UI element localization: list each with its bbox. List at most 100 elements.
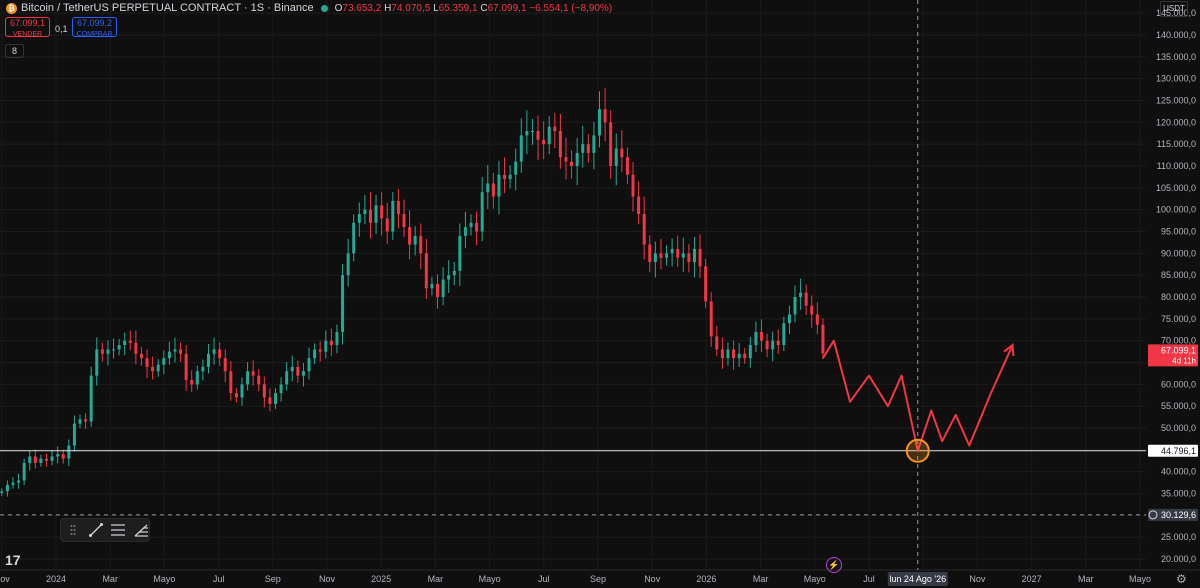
candle-body: [609, 122, 613, 166]
candle-body: [564, 157, 568, 162]
price-tick-label: 120.000,0: [1156, 117, 1196, 127]
candle-body: [274, 393, 278, 405]
candle-body: [117, 345, 121, 350]
candle-body: [452, 270, 456, 276]
candle-body: [776, 340, 780, 346]
candle-body: [637, 196, 641, 215]
candle-body: [357, 214, 361, 223]
candle-body: [72, 423, 76, 446]
tradingview-logo: 17: [5, 552, 21, 568]
trend-line-icon[interactable]: [88, 521, 105, 539]
price-tick-label: 85.000,0: [1161, 270, 1196, 280]
candle-body: [156, 364, 160, 372]
candle-body: [184, 353, 188, 380]
candle-body: [56, 454, 60, 457]
time-tick-label: Jul: [213, 574, 225, 584]
fib-extension-icon[interactable]: [133, 521, 150, 539]
candle-body: [346, 253, 350, 276]
candle-body: [441, 279, 445, 298]
time-tick-label: Nov: [319, 574, 336, 584]
candle-body: [570, 161, 574, 166]
price-tick-label: 130.000,0: [1156, 74, 1196, 84]
candle-body: [84, 419, 88, 422]
candle-body: [458, 235, 462, 271]
candle-body: [631, 174, 635, 197]
symbol-title[interactable]: Bitcoin / TetherUS PERPETUAL CONTRACT · …: [21, 2, 314, 14]
open-value: 73.653,2: [342, 2, 382, 14]
candle-body: [123, 340, 127, 346]
sell-button[interactable]: 67.099,1 VENDER: [5, 17, 50, 38]
candle-body: [39, 458, 43, 463]
candle-body: [223, 358, 227, 372]
candle-body: [620, 148, 624, 158]
candle-body: [497, 174, 501, 197]
candle-body: [5, 484, 9, 492]
candle-body: [821, 324, 825, 354]
candle-body: [246, 371, 250, 385]
crosshair-price-tag: [1148, 508, 1198, 521]
candle-body: [173, 349, 177, 352]
price-tick-label: 75.000,0: [1161, 314, 1196, 324]
price-tick-label: 35.000,0: [1161, 489, 1196, 499]
price-tick-label: 40.000,0: [1161, 467, 1196, 477]
current-countdown-label: 4d 11h: [1172, 356, 1196, 365]
buy-button[interactable]: 67.099,2 COMPRAR: [72, 17, 117, 38]
candle-body: [324, 340, 328, 352]
candle-body: [436, 283, 440, 298]
price-tick-label: 55.000,0: [1161, 401, 1196, 411]
candle-body: [737, 353, 741, 359]
candle-body: [553, 126, 557, 132]
candle-body: [106, 349, 110, 354]
drag-handle-icon[interactable]: [65, 521, 82, 539]
change-value: −6.554,1 (−8,90%): [529, 2, 613, 14]
price-axis: [1146, 0, 1200, 588]
candle-body: [374, 205, 378, 223]
candle-body: [759, 331, 763, 341]
currency-selector[interactable]: USDT: [1160, 1, 1188, 17]
candle-body: [257, 375, 261, 385]
candle-body: [486, 183, 490, 193]
time-tick-label: Mayo: [153, 574, 175, 584]
candle-body: [145, 358, 149, 367]
time-tick-label: Nov: [644, 574, 661, 584]
sell-price: 67.099,1: [9, 18, 46, 28]
time-tick-label: Mar: [1078, 574, 1094, 584]
candle-body: [575, 152, 579, 166]
symbol-legend: ₿ Bitcoin / TetherUS PERPETUAL CONTRACT …: [6, 2, 612, 14]
candle-body: [329, 340, 333, 346]
time-tick-label: Mar: [753, 574, 769, 584]
candle-body: [815, 314, 819, 325]
candle-body: [128, 340, 132, 343]
candle-body: [692, 248, 696, 263]
candle-body: [670, 248, 674, 254]
candle-body: [698, 248, 702, 267]
market-status-icon: [320, 4, 328, 12]
projection-path: [822, 339, 1014, 452]
price-tick-label: 135.000,0: [1156, 52, 1196, 62]
candle-body: [380, 205, 384, 219]
candle-body: [44, 458, 48, 461]
candle-body: [50, 456, 54, 461]
candle-body: [290, 366, 294, 372]
lightning-icon[interactable]: ⚡: [826, 557, 842, 573]
candle-body: [318, 349, 322, 352]
candle-body: [78, 419, 82, 424]
candle-body: [195, 371, 199, 385]
spread-value: 0,1: [55, 24, 68, 34]
time-tick-label: Nov: [969, 574, 986, 584]
candle-body: [167, 351, 171, 359]
price-tick-label: 70.000,0: [1161, 336, 1196, 346]
support-price-tag: [1148, 444, 1198, 457]
candle-body: [592, 135, 596, 153]
indicators-toggle[interactable]: 8: [5, 44, 24, 58]
candle-body: [279, 384, 283, 394]
candle-body: [11, 482, 15, 485]
candle-body: [748, 345, 752, 359]
price-tick-label: 50.000,0: [1161, 423, 1196, 433]
fib-retracement-icon[interactable]: [110, 521, 127, 539]
gear-icon[interactable]: ⚙: [1176, 572, 1187, 586]
candle-body: [447, 275, 451, 280]
crosshair-price-label: 30.129,6: [1161, 510, 1196, 520]
candle-body: [307, 358, 311, 372]
